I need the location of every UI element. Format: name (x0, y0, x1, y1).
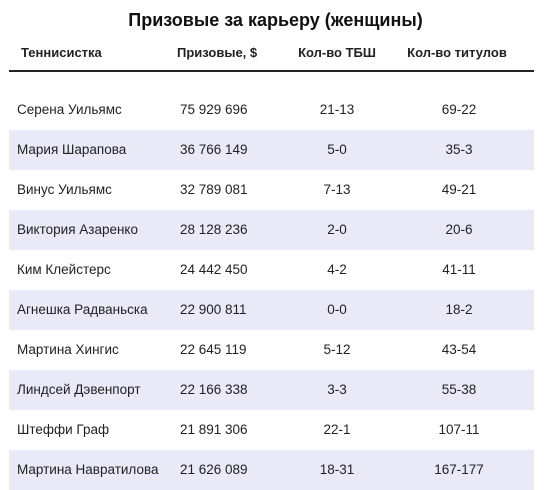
player-name: Штеффи Граф (17, 422, 110, 437)
grand-slam-count: 7-13 (323, 182, 351, 197)
earnings-table: Теннисистка Призовые, $ Кол-во ТБШ Кол-в… (9, 36, 534, 490)
table-row: Виктория Азаренко 28 128 236 2-0 20-6 (9, 210, 534, 250)
column-header-prize: Призовые, $ (177, 45, 258, 60)
table-row: Линдсей Дэвенпорт 22 166 338 3-3 55-38 (9, 370, 534, 410)
table-row: Штеффи Граф 21 891 306 22-1 107-11 (9, 410, 534, 450)
titles-count: 107-11 (438, 422, 480, 437)
table-row: Мартина Навратилова 21 626 089 18-31 167… (9, 450, 534, 490)
grand-slam-count: 21-13 (319, 102, 355, 117)
prize-money: 21 626 089 (180, 462, 248, 477)
table-row: Серена Уильямс 75 929 696 21-13 69-22 (9, 90, 534, 130)
player-name: Винус Уильямс (17, 182, 112, 197)
player-name: Мартина Навратилова (17, 462, 159, 477)
column-header-slams: Кол-во ТБШ (298, 45, 376, 60)
prize-money: 75 929 696 (180, 102, 248, 117)
player-name: Ким Клейстерс (17, 262, 111, 277)
grand-slam-count: 3-3 (327, 382, 347, 397)
titles-count: 167-177 (434, 462, 484, 477)
player-name: Мария Шарапова (17, 142, 127, 157)
column-header-name: Теннисистка (21, 45, 102, 60)
player-name: Серена Уильямс (17, 102, 122, 117)
column-header-titles: Кол-во титулов (407, 45, 507, 60)
grand-slam-count: 5-12 (323, 342, 351, 357)
prize-money: 22 645 119 (180, 342, 247, 357)
player-name: Мартина Хингис (17, 342, 119, 357)
table-row: Агнешка Радваньска 22 900 811 0-0 18-2 (9, 290, 534, 330)
grand-slam-count: 22-1 (323, 422, 351, 437)
grand-slam-count: 0-0 (327, 302, 347, 317)
page-title: Призовые за карьеру (женщины) (128, 10, 423, 30)
player-name: Линдсей Дэвенпорт (17, 382, 141, 397)
titles-count: 20-6 (445, 222, 473, 237)
titles-count: 55-38 (441, 382, 477, 397)
titles-count: 41-11 (442, 262, 476, 277)
prize-money: 22 166 338 (180, 382, 248, 397)
table-body: Серена Уильямс 75 929 696 21-13 69-22 Ма… (9, 90, 534, 490)
grand-slam-count: 4-2 (327, 262, 347, 277)
prize-money: 28 128 236 (180, 222, 248, 237)
grand-slam-count: 18-31 (319, 462, 355, 477)
player-name: Виктория Азаренко (17, 222, 138, 237)
prize-money: 36 766 149 (180, 142, 248, 157)
player-name: Агнешка Радваньска (17, 302, 148, 317)
grand-slam-count: 5-0 (327, 142, 347, 157)
table-row: Мартина Хингис 22 645 119 5-12 43-54 (9, 330, 534, 370)
grand-slam-count: 2-0 (327, 222, 347, 237)
prize-money: 22 900 811 (180, 302, 247, 317)
table-row: Ким Клейстерс 24 442 450 4-2 41-11 (9, 250, 534, 290)
prize-money: 24 442 450 (180, 262, 248, 277)
table-row: Винус Уильямс 32 789 081 7-13 49-21 (9, 170, 534, 210)
table-row: Мария Шарапова 36 766 149 5-0 35-3 (9, 130, 534, 170)
titles-count: 43-54 (441, 342, 477, 357)
titles-count: 18-2 (445, 302, 473, 317)
titles-count: 69-22 (441, 102, 477, 117)
prize-money: 32 789 081 (180, 182, 248, 197)
titles-count: 35-3 (445, 142, 473, 157)
prize-money: 21 891 306 (180, 422, 248, 437)
titles-count: 49-21 (441, 182, 477, 197)
table-header: Теннисистка Призовые, $ Кол-во ТБШ Кол-в… (9, 36, 534, 72)
